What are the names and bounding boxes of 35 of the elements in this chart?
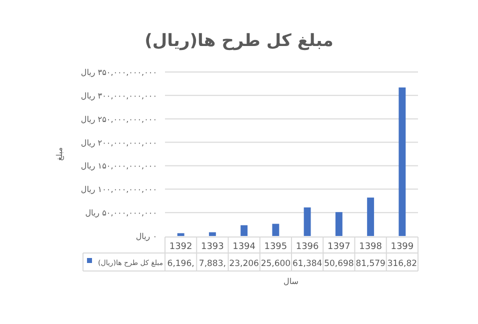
bar	[335, 212, 342, 236]
bar	[272, 224, 280, 236]
x-tick-label: 1395	[264, 242, 288, 252]
x-tick-label: 1396	[296, 242, 320, 252]
y-tick-label: ۳۰۰,۰۰۰,۰۰۰,۰۰۰ ریال	[80, 91, 157, 100]
x-tick-label: 1397	[327, 242, 350, 252]
x-tick-label: 1393	[200, 242, 224, 252]
text: 23,206	[229, 259, 259, 269]
text: 50,698	[324, 259, 354, 269]
bar	[304, 207, 311, 236]
text: 81,579	[356, 259, 386, 269]
bar	[367, 198, 374, 236]
y-tick-label: ۵۰,۰۰۰,۰۰۰,۰۰۰ ریال	[85, 208, 157, 218]
bar	[240, 225, 248, 236]
x-tick-label: 1399	[390, 242, 414, 252]
text: 25,600	[260, 259, 291, 269]
y-tick-label: ۱۰۰,۰۰۰,۰۰۰,۰۰۰ ریال	[80, 185, 157, 194]
y-axis-title: مبلغ	[55, 147, 64, 161]
bar	[208, 232, 216, 236]
y-tick-label: ۱۵۰,۰۰۰,۰۰۰,۰۰۰ ریال	[80, 162, 157, 171]
x-tick-label: 1394	[232, 242, 256, 252]
x-axis-title: سال	[284, 277, 299, 286]
y-tick-label: ۲۵۰,۰۰۰,۰۰۰,۰۰۰ ریال	[80, 114, 157, 124]
text: 316,82	[387, 259, 418, 269]
y-tick-label: ۳۵۰,۰۰۰,۰۰۰,۰۰۰ ریال	[80, 68, 157, 77]
y-tick-label: ۰ ریال	[136, 232, 157, 241]
text: 6,196,	[167, 259, 194, 269]
bar	[398, 87, 406, 236]
x-tick-label: 1392	[169, 242, 192, 252]
y-tick-label: ۲۰۰,۰۰۰,۰۰۰,۰۰۰ ریال	[80, 138, 157, 148]
x-tick-label: 1398	[359, 242, 382, 252]
text: 7,883,	[198, 259, 226, 269]
chart-title: مبلغ کل طرح ها(ریال)	[144, 31, 334, 51]
text: 61,384	[292, 259, 322, 269]
bar	[177, 233, 184, 236]
